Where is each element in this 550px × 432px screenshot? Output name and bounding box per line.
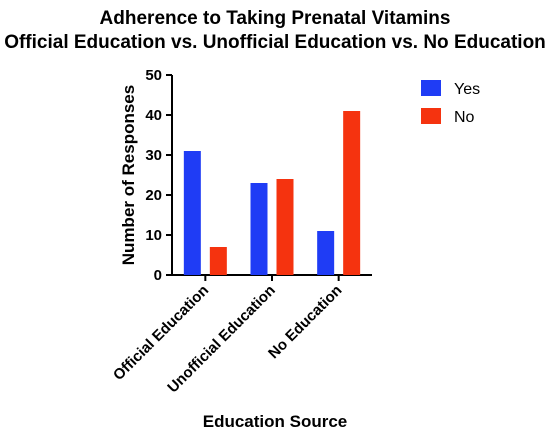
legend-swatch-no [421, 108, 441, 124]
y-tick-label: 40 [145, 107, 162, 124]
x-tick-label: Unofficial Education [164, 282, 279, 397]
bar-yes-no-education [317, 231, 335, 275]
bar-yes-unofficial-education [250, 183, 268, 275]
chart-title-line-1: Adherence to Taking Prenatal Vitamins [100, 8, 451, 29]
legend-swatch-yes [421, 80, 441, 96]
x-axis-label: Education Source [203, 412, 348, 431]
legend-label-no: No [454, 109, 475, 126]
bar-yes-official-education [183, 151, 201, 275]
y-tick-label: 20 [145, 187, 162, 204]
bar-no-unofficial-education [276, 179, 294, 275]
legend-label-yes: Yes [454, 81, 480, 98]
y-axis-label: Number of Responses [119, 85, 138, 265]
bar-no-no-education [343, 111, 361, 275]
chart-title-line-2: Official Education vs. Unofficial Educat… [4, 32, 546, 53]
legend: Yes No [421, 80, 480, 126]
bar-no-official-education [209, 247, 227, 275]
y-tick-label: 50 [145, 67, 162, 84]
y-tick-label: 30 [145, 147, 162, 164]
y-tick-label: 10 [145, 227, 162, 244]
y-tick-label: 0 [154, 267, 162, 284]
